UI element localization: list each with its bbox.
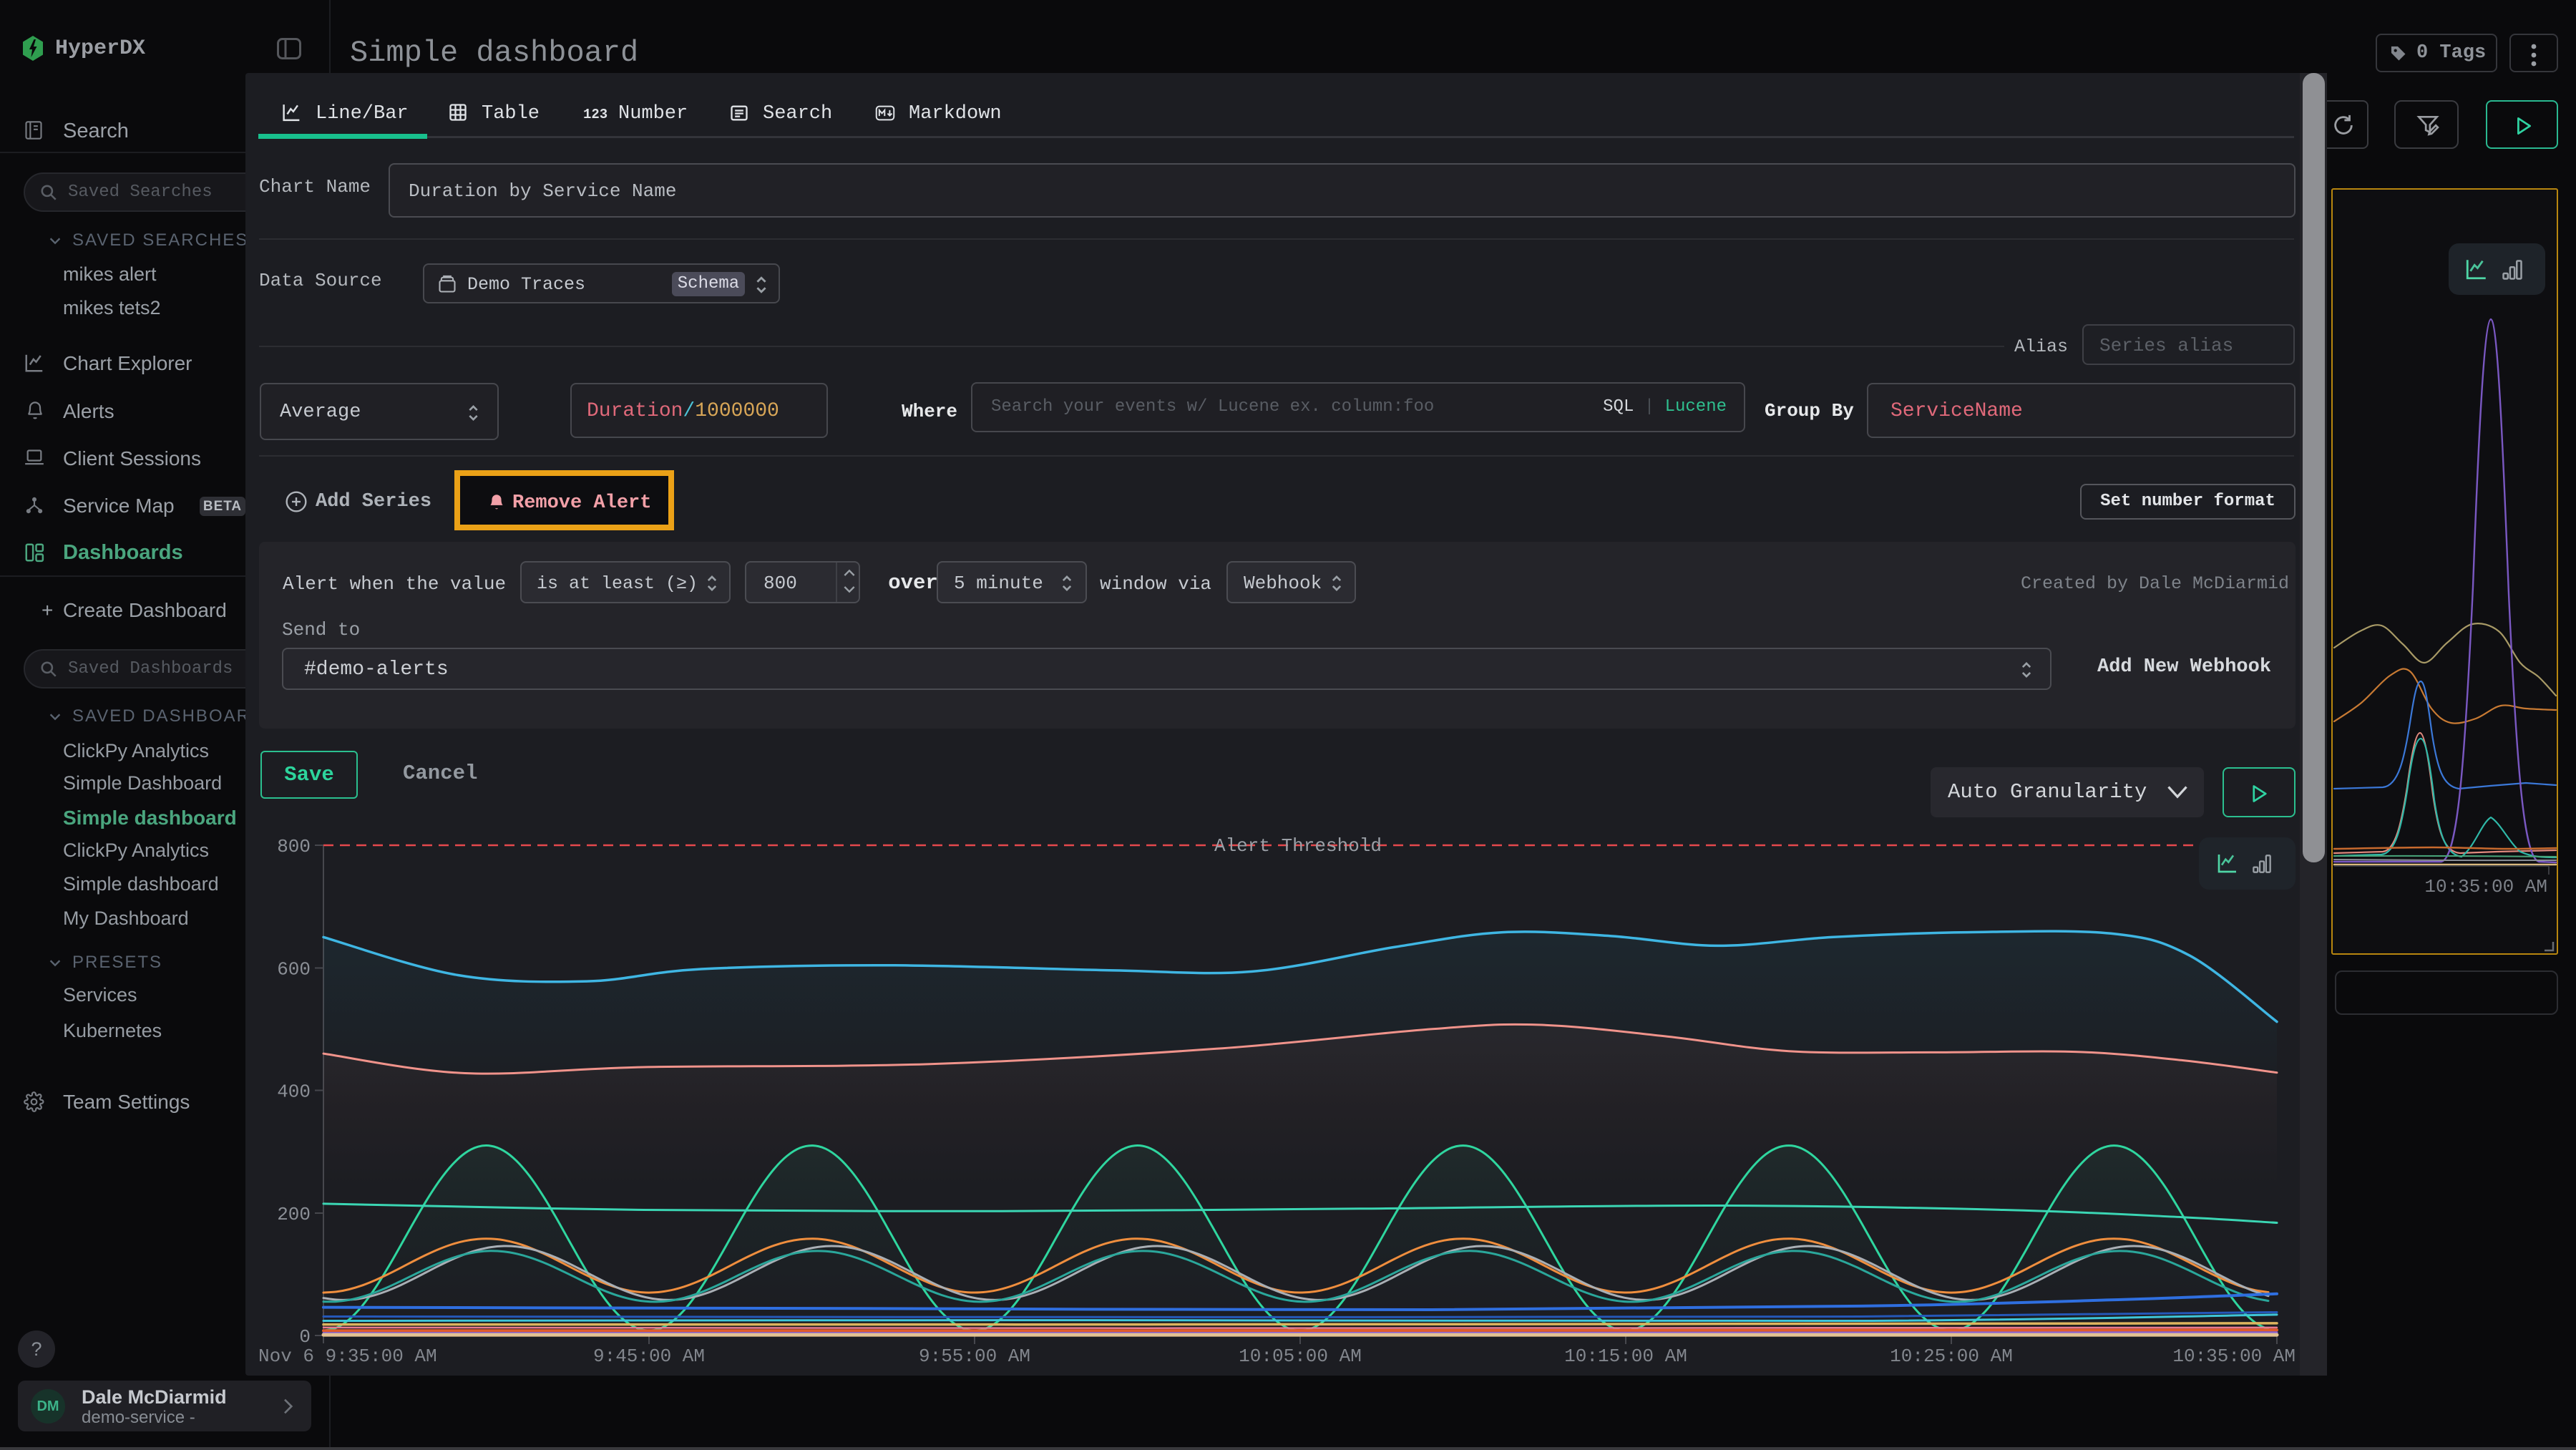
svg-text:Alert Threshold: Alert Threshold	[1214, 835, 1382, 857]
svg-text:10:15:00 AM: 10:15:00 AM	[1564, 1346, 1687, 1367]
svg-text:9:45:00 AM: 9:45:00 AM	[593, 1346, 705, 1367]
svg-text:9:55:00 AM: 9:55:00 AM	[919, 1346, 1030, 1367]
svg-text:10:35:00 AM: 10:35:00 AM	[2172, 1346, 2296, 1367]
svg-text:10:25:00 AM: 10:25:00 AM	[1890, 1346, 2013, 1367]
svg-text:400: 400	[277, 1081, 311, 1103]
svg-text:10:05:00 AM: 10:05:00 AM	[1239, 1346, 1362, 1367]
svg-text:0: 0	[299, 1326, 311, 1348]
svg-text:Nov 6 9:35:00 AM: Nov 6 9:35:00 AM	[258, 1346, 437, 1367]
svg-text:800: 800	[277, 836, 311, 857]
svg-text:200: 200	[277, 1204, 311, 1225]
svg-text:600: 600	[277, 959, 311, 981]
svg-text:10:35:00 AM: 10:35:00 AM	[2424, 876, 2547, 897]
